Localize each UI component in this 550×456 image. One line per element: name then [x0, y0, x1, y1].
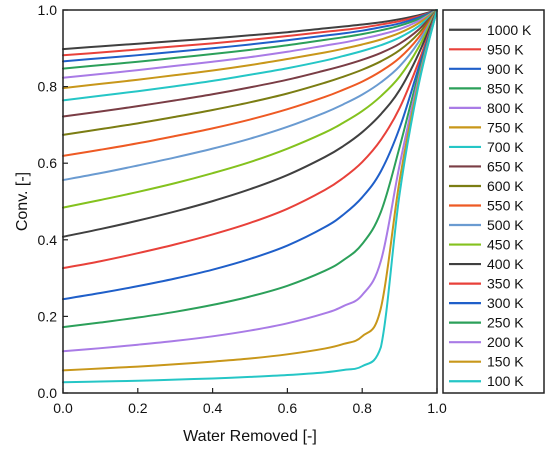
legend-label: 1000 K [487, 22, 532, 38]
plot-frame [62, 9, 438, 394]
legend-label: 200 K [487, 334, 524, 350]
series-line-350-k [62, 9, 438, 270]
series-line-400-k [62, 9, 438, 238]
x-tick-label: 0.2 [128, 400, 148, 416]
legend-item: 550 K [449, 198, 524, 214]
series-line-750-k [62, 9, 438, 90]
legend-label: 450 K [487, 237, 524, 253]
y-tick-label: 0.8 [38, 79, 58, 95]
x-tick-label: 0.4 [203, 400, 223, 416]
legend-item: 950 K [449, 41, 524, 57]
series-line-200-k [62, 9, 438, 353]
legend-label: 850 K [487, 80, 524, 96]
series-line-600-k [62, 9, 438, 136]
series-line-450-k [62, 9, 438, 209]
y-axis-title: Conv. [-] [14, 172, 31, 231]
legend-item: 700 K [449, 139, 524, 155]
legend-label: 600 K [487, 178, 524, 194]
legend-item: 500 K [449, 217, 524, 233]
y-tick-label: 0.6 [38, 155, 58, 171]
series-line-950-k [62, 9, 438, 57]
legend-item: 650 K [449, 158, 524, 174]
series-line-1000-k [62, 9, 438, 51]
x-tick-label: 1.0 [427, 400, 447, 416]
legend-label: 900 K [487, 61, 524, 77]
legend-label: 550 K [487, 198, 524, 214]
legend-label: 250 K [487, 315, 524, 331]
legend-label: 100 K [487, 373, 524, 389]
legend-label: 650 K [487, 158, 524, 174]
y-tick-label: 0.2 [38, 308, 58, 324]
legend-item: 850 K [449, 80, 524, 96]
legend-item: 600 K [449, 178, 524, 194]
y-tick-label: 0.0 [38, 385, 58, 401]
legend-label: 500 K [487, 217, 524, 233]
legend-item: 450 K [449, 237, 524, 253]
x-tick-label: 0.8 [352, 400, 372, 416]
legend-item: 100 K [449, 373, 524, 389]
legend-item: 800 K [449, 100, 524, 116]
x-tick-label: 0.6 [278, 400, 298, 416]
legend-item: 150 K [449, 354, 524, 370]
legend-item: 900 K [449, 61, 524, 77]
series-line-700-k [62, 9, 438, 102]
legend-item: 350 K [449, 276, 524, 292]
legend-item: 200 K [449, 334, 524, 350]
legend-items-group: 1000 K 950 K 900 K 850 K 800 K 750 K 700 K 650 … [449, 22, 532, 389]
plot-series-group [62, 9, 438, 384]
series-line-800-k [62, 9, 438, 79]
series-line-150-k [62, 9, 438, 372]
legend-label: 150 K [487, 354, 524, 370]
series-line-650-k [62, 9, 438, 118]
legend-item: 1000 K [449, 22, 532, 38]
series-line-300-k [62, 9, 438, 301]
legend-box [442, 9, 545, 394]
x-axis-title: Water Removed [-] [183, 428, 317, 445]
legend-item: 750 K [449, 119, 524, 135]
series-line-250-k [62, 9, 438, 329]
y-tick-label: 1.0 [38, 2, 58, 18]
legend-label: 750 K [487, 119, 524, 135]
legend-item: 400 K [449, 256, 524, 272]
series-line-900-k [62, 9, 438, 63]
legend-label: 350 K [487, 276, 524, 292]
y-tick-label: 0.4 [38, 232, 58, 248]
x-tick-label: 0.0 [53, 400, 73, 416]
legend-label: 300 K [487, 295, 524, 311]
legend-item: 300 K [449, 295, 524, 311]
series-line-100-k [62, 9, 438, 384]
legend-item: 250 K [449, 315, 524, 331]
series-line-500-k [62, 9, 438, 182]
legend-label: 800 K [487, 100, 524, 116]
legend-label: 950 K [487, 41, 524, 57]
legend-label: 700 K [487, 139, 524, 155]
legend-label: 400 K [487, 256, 524, 272]
axis-tick-labels-group: 0.0 0.2 0.4 0.6 0.8 1.0 0.0 0.2 0.4 0.6 0.8 1.0 [38, 2, 447, 416]
axis-ticks-group [62, 9, 438, 394]
series-line-550-k [62, 9, 438, 157]
series-line-850-k [62, 9, 438, 70]
